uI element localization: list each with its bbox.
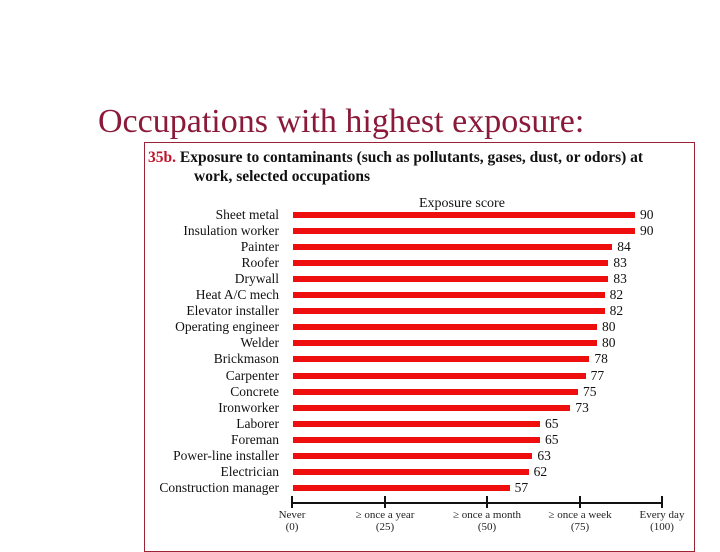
figure-title-line1: Exposure to contaminants (such as pollut… <box>179 149 644 166</box>
bar <box>293 228 635 235</box>
bar-label: Painter <box>240 239 279 255</box>
bar-value-label: 62 <box>533 463 548 479</box>
bar <box>293 324 597 331</box>
axis-title: Exposure score <box>419 196 505 211</box>
bar-value-label: 78 <box>594 351 608 367</box>
x-axis-tick-label: Every day (100) <box>612 509 712 533</box>
tick-label-text: ≥ once a month <box>452 509 522 521</box>
figure-title: 35b. Exposure to contaminants (such as p… <box>148 148 693 186</box>
bar <box>293 420 540 427</box>
bar <box>293 356 590 363</box>
bar-value-label: 75 <box>583 383 597 399</box>
bar-label: Brickmason <box>213 351 279 367</box>
x-axis-tick <box>661 496 663 508</box>
bar <box>293 340 597 347</box>
x-axis-tick-label: ≥ once a week (75) <box>530 509 630 533</box>
bar-value-label: 90 <box>640 223 654 239</box>
bar-label: Elevator installer <box>186 303 279 319</box>
bar-value-label: 82 <box>609 287 624 303</box>
bar-label: Foreman <box>231 431 279 447</box>
bar-value-label: 77 <box>590 367 605 383</box>
x-axis-tick-label: ≥ once a year (25) <box>335 509 435 533</box>
tick-label-text: ≥ once a year <box>355 509 415 521</box>
bar-label: Welder <box>240 335 279 351</box>
bar-label: Heat A/C mech <box>195 287 279 303</box>
bar <box>293 404 571 411</box>
bar-label: Ironworker <box>218 399 279 415</box>
bar <box>293 452 533 459</box>
chart-frame <box>144 142 695 552</box>
bar-label: Sheet metal <box>215 207 279 222</box>
slide-title: Occupations with highest exposure: <box>98 103 585 140</box>
bar <box>293 244 613 251</box>
bar-label: Operating engineer <box>175 319 279 335</box>
bar-label: Concrete <box>230 383 279 399</box>
bar <box>293 372 586 379</box>
bar-label: Construction manager <box>159 479 279 495</box>
bar-value-label: 80 <box>602 335 616 351</box>
tick-label-text: Never <box>278 509 306 521</box>
bar-label: Carpenter <box>225 367 279 383</box>
bar-value-label: 63 <box>537 447 551 463</box>
x-axis-tick-label: ≥ once a month (50) <box>437 509 537 533</box>
tick-label-value: (50) <box>477 521 497 533</box>
bar <box>293 468 529 475</box>
bar <box>293 388 578 395</box>
bar-value-label: 80 <box>602 319 616 335</box>
bar-value-label: 57 <box>514 479 529 495</box>
bar-label: Insulation worker <box>183 223 279 239</box>
bar-value-label: 83 <box>613 255 627 271</box>
bar <box>293 484 510 491</box>
bar-value-label: 65 <box>545 431 559 447</box>
bar-value-label: 90 <box>640 207 654 222</box>
tick-label-value: (25) <box>375 521 395 533</box>
bar <box>293 260 609 267</box>
bar-label: Drywall <box>234 271 279 287</box>
bar-value-label: 84 <box>617 239 631 255</box>
tick-label-text: Every day <box>639 509 685 521</box>
bar <box>293 292 605 299</box>
x-axis-tick <box>579 496 581 508</box>
tick-label-value: (0) <box>285 521 299 533</box>
bar <box>293 212 635 218</box>
x-axis-tick <box>486 496 488 508</box>
x-axis-line <box>291 502 662 504</box>
bar <box>293 276 609 283</box>
x-axis-tick-label: Never (0) <box>242 509 342 533</box>
bar-value-label: 65 <box>545 415 559 431</box>
bar-value-label: 73 <box>575 399 589 415</box>
bar-value-label: 82 <box>609 303 624 319</box>
bar-label: Roofer <box>241 255 280 271</box>
tick-label-text: ≥ once a week <box>548 509 612 521</box>
bar-label: Power-line installer <box>173 447 279 463</box>
bar-label: Electrician <box>220 463 279 479</box>
tick-label-value: (100) <box>650 521 674 533</box>
tick-label-value: (75) <box>570 521 590 533</box>
x-axis-tick <box>291 496 293 508</box>
bar <box>293 308 605 315</box>
figure-number: 35b. <box>148 149 176 166</box>
bar-value-label: 83 <box>613 271 627 287</box>
figure-title-line2: work, selected occupations <box>194 168 371 185</box>
x-axis-tick <box>384 496 386 508</box>
bar-label: Laborer <box>236 415 279 431</box>
bar <box>293 436 540 443</box>
